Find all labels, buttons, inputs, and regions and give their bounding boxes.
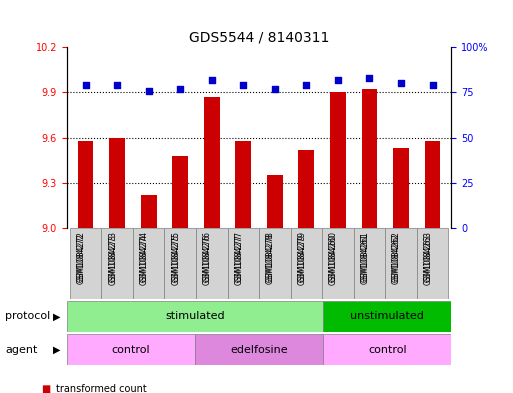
Text: ■: ■	[41, 384, 50, 393]
Point	[82, 82, 90, 88]
Text: GSM1084261: GSM1084261	[361, 233, 369, 285]
Bar	[172, 156, 188, 228]
Text: GSM1084262: GSM1084262	[392, 231, 401, 282]
Text: edelfosine: edelfosine	[230, 345, 288, 355]
Text: GSM1084262: GSM1084262	[392, 233, 401, 285]
Bar	[362, 89, 378, 228]
Bar	[353, 228, 385, 299]
Bar	[133, 228, 165, 299]
Text: GSM1084275: GSM1084275	[171, 231, 180, 283]
Bar	[70, 228, 102, 299]
Text: GSM1084274: GSM1084274	[140, 231, 149, 283]
Text: transformed count: transformed count	[56, 384, 147, 393]
Bar	[417, 228, 448, 299]
Bar	[259, 228, 290, 299]
Title: GDS5544 / 8140311: GDS5544 / 8140311	[189, 31, 329, 44]
Point	[208, 77, 216, 83]
Bar	[299, 150, 314, 228]
Text: control: control	[111, 345, 150, 355]
Text: ▶: ▶	[53, 311, 60, 321]
Point	[176, 86, 184, 92]
Point	[302, 82, 310, 88]
Point	[365, 75, 373, 81]
Text: GSM1084277: GSM1084277	[234, 233, 243, 285]
Bar	[195, 334, 323, 365]
Bar	[165, 228, 196, 299]
Bar	[322, 228, 353, 299]
Text: GSM1084274: GSM1084274	[140, 233, 149, 285]
Point	[239, 82, 247, 88]
Point	[271, 86, 279, 92]
Text: GSM1084273: GSM1084273	[108, 233, 117, 285]
Text: unstimulated: unstimulated	[350, 311, 424, 321]
Bar	[323, 334, 451, 365]
Text: GSM1084276: GSM1084276	[203, 233, 212, 285]
Text: GSM1084260: GSM1084260	[329, 231, 338, 283]
Bar	[109, 138, 125, 228]
Text: agent: agent	[5, 345, 37, 355]
Text: stimulated: stimulated	[165, 311, 225, 321]
Text: GSM1084261: GSM1084261	[361, 231, 369, 282]
Bar	[330, 92, 346, 228]
Text: GSM1084272: GSM1084272	[76, 233, 86, 285]
Bar	[385, 228, 417, 299]
Bar	[267, 175, 283, 228]
Text: ▶: ▶	[53, 345, 60, 355]
Text: GSM1084272: GSM1084272	[76, 231, 86, 282]
Bar	[290, 228, 322, 299]
Bar	[67, 334, 195, 365]
Bar	[78, 141, 93, 228]
Bar	[323, 301, 451, 332]
Point	[428, 82, 437, 88]
Text: control: control	[368, 345, 407, 355]
Bar	[425, 141, 440, 228]
Bar	[235, 141, 251, 228]
Text: GSM1084276: GSM1084276	[203, 231, 212, 283]
Bar	[393, 148, 409, 228]
Bar	[102, 228, 133, 299]
Text: protocol: protocol	[5, 311, 50, 321]
Text: GSM1084273: GSM1084273	[108, 231, 117, 283]
Text: GSM1084279: GSM1084279	[298, 231, 306, 283]
Bar	[196, 228, 228, 299]
Point	[334, 77, 342, 83]
Bar	[67, 301, 323, 332]
Point	[145, 87, 153, 94]
Bar	[228, 228, 259, 299]
Text: GSM1084278: GSM1084278	[266, 231, 275, 282]
Text: GSM1084275: GSM1084275	[171, 233, 180, 285]
Text: GSM1084260: GSM1084260	[329, 233, 338, 285]
Point	[113, 82, 121, 88]
Bar	[204, 97, 220, 228]
Text: GSM1084279: GSM1084279	[298, 233, 306, 285]
Text: GSM1084263: GSM1084263	[424, 233, 432, 285]
Point	[397, 80, 405, 86]
Text: GSM1084278: GSM1084278	[266, 233, 275, 285]
Text: GSM1084277: GSM1084277	[234, 231, 243, 283]
Text: GSM1084263: GSM1084263	[424, 231, 432, 283]
Bar	[141, 195, 156, 228]
